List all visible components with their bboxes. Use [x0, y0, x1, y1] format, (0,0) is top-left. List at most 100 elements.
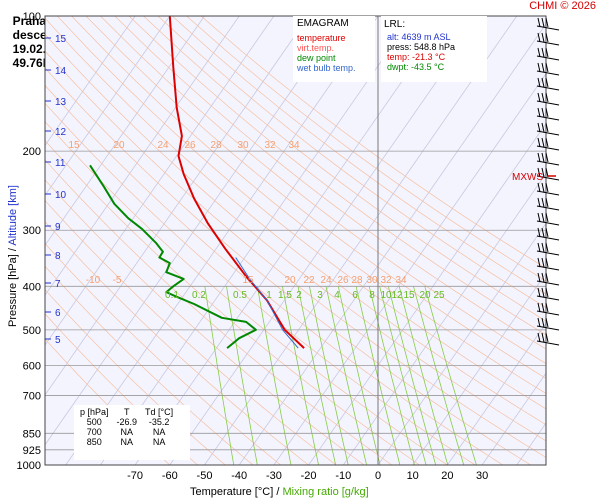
theta-label: 15	[68, 140, 80, 151]
isotherm-line	[481, 372, 546, 465]
dry-adiabat-line	[200, 16, 546, 269]
wind-barb-flag	[541, 332, 545, 343]
wind-barb-flag	[541, 287, 545, 298]
series-line-dew-point	[89, 164, 257, 349]
mixing-ratio-label: 15	[403, 290, 415, 301]
lrl-press: press: 548.8 hPa	[387, 42, 456, 52]
wind-barb-flag	[545, 257, 549, 268]
wind-barb-flag	[541, 182, 545, 193]
profile-series	[89, 16, 305, 349]
dry-adiabat-line	[57, 16, 546, 410]
isotherm-line	[45, 16, 344, 446]
legend-item: temperature	[297, 33, 346, 43]
altitude-tick-label: 13	[55, 97, 67, 108]
wind-barb-flag	[541, 32, 545, 43]
wind-barb-shaft	[536, 220, 560, 226]
theta-lower-label: 26	[337, 275, 349, 286]
table-cell: NA	[152, 427, 166, 437]
mixing-ratio-label: 2	[296, 290, 302, 301]
table-cell: NA	[120, 437, 134, 447]
legend-item: wet bulb temp.	[297, 63, 356, 73]
wind-barb-flag	[541, 257, 545, 268]
theta-lower-label: 34	[395, 275, 407, 286]
wind-barb-flag	[537, 32, 541, 43]
credit-label: CHMI © 2026	[529, 0, 596, 12]
level-table-header-cell: p [hPa]	[80, 407, 109, 417]
x-tick-label: -10	[335, 470, 351, 482]
wind-barb-shaft	[536, 40, 560, 46]
wind-barb-flag	[545, 62, 549, 73]
wind-barb-shaft	[536, 190, 560, 196]
wind-barb-flag	[537, 62, 541, 73]
altitude-tick-label: 10	[55, 190, 67, 201]
wind-barb-flag	[545, 32, 549, 43]
isotherm-line	[273, 73, 546, 465]
plot-background	[45, 16, 546, 465]
mixing-ratio-label: 3	[317, 290, 323, 301]
isotherm-line	[377, 222, 546, 465]
theta-label: 20	[113, 140, 125, 151]
wind-barb-flag	[537, 332, 541, 343]
theta-label: 26	[184, 140, 196, 151]
mixing-ratio-label: 8	[369, 290, 375, 301]
wind-barb-flag	[545, 47, 549, 58]
altitude-tick-label: 11	[55, 158, 66, 169]
wind-barb-shaft	[536, 325, 560, 331]
mixing-ratio-label: 4	[334, 290, 340, 301]
level-table-header-cell: Td [°C]	[145, 407, 174, 417]
legend-box: EMAGRAM temperature virt.temp. dew point we…	[293, 16, 375, 82]
wind-barb-flag	[545, 302, 549, 313]
wind-barb-flag	[545, 152, 549, 163]
wind-barb-flag	[537, 92, 541, 103]
altitude-tick-label: 6	[55, 308, 61, 319]
legend-items: temperature virt.temp. dew point wet bulb t…	[297, 33, 375, 73]
mixing-ratio-label: 6	[352, 290, 358, 301]
wind-barb-flag	[545, 137, 549, 148]
isotherm-line	[134, 16, 448, 465]
background-grid	[45, 16, 546, 465]
dry-adiabat-line	[128, 16, 546, 336]
isotherm-line	[45, 16, 205, 247]
wind-barb-flag	[541, 122, 545, 133]
wind-barb-flag	[545, 92, 549, 103]
wind-barb-flag	[537, 137, 541, 148]
wind-barb-flag	[545, 287, 549, 298]
y-tick-label: 600	[23, 360, 41, 372]
wind-barb-flag	[541, 47, 545, 58]
dry-adiabat-line	[100, 16, 546, 364]
y-tick-label: 400	[23, 281, 41, 293]
theta-lower-label: 15	[242, 275, 254, 286]
wind-barb-flag	[545, 182, 549, 193]
x-axis-temp-label: Temperature [°C]	[190, 486, 274, 498]
mixing-ratio-label: 0.5	[233, 290, 247, 301]
wind-barb-flag	[537, 167, 541, 178]
x-axis-title: Temperature [°C] / Mixing ratio [g/kg]	[190, 486, 369, 498]
lrl-dwpt: dwpt: -43.5 °C	[387, 62, 445, 72]
theta-lower-label: 20	[284, 275, 296, 286]
theta-label: 28	[210, 140, 222, 151]
altitude-tick-label: 14	[55, 66, 67, 77]
wind-barb-flag	[537, 227, 541, 238]
lrl-temp: temp: -21.3 °C	[387, 52, 446, 62]
y-tick-label: 700	[23, 390, 41, 402]
wind-barb-shaft	[536, 160, 560, 166]
wind-barb-flag	[537, 272, 541, 283]
theta-lower-label: -10	[86, 275, 101, 286]
wind-barb-shaft	[536, 145, 560, 151]
x-tick-label: 10	[407, 470, 419, 482]
x-tick-label: -40	[231, 470, 247, 482]
level-table-grid: p [hPa] T Td [°C] 500 -26.9 -35.2 700 NA…	[76, 407, 177, 447]
x-tick-label: -60	[162, 470, 178, 482]
wind-barb-flag	[545, 227, 549, 238]
wind-barb-flag	[537, 47, 541, 58]
table-cell: 500	[86, 417, 102, 427]
x-tick-label: 0	[375, 470, 381, 482]
x-tick-label: -50	[197, 470, 213, 482]
wind-barb-flag	[537, 302, 541, 313]
wind-barb-shaft	[536, 250, 560, 256]
isotherm-line	[45, 16, 240, 296]
wind-barb-flag	[537, 17, 541, 28]
wind-barb-flag	[537, 182, 541, 193]
